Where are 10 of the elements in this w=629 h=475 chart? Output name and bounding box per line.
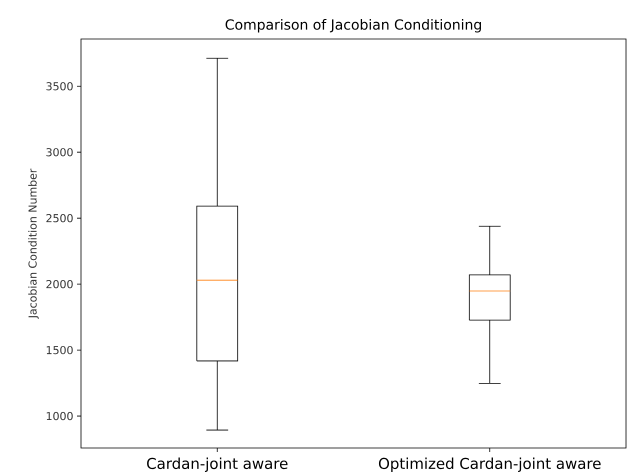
y-tick-label: 2000 — [46, 280, 73, 288]
y-tick-label: 1000 — [46, 412, 73, 420]
y-tick-label: 2500 — [46, 214, 73, 222]
y-tick-label: 3000 — [46, 148, 73, 156]
chart-title: Comparison of Jacobian Conditioning — [226, 19, 481, 33]
y-axis-title: Jacobian Condition Number — [28, 168, 39, 319]
x-tick-label: Optimized Cardan-joint aware — [378, 458, 601, 472]
y-tick-label: 1500 — [46, 346, 73, 354]
x-tick-label: Cardan-joint aware — [147, 458, 288, 472]
y-tick-label: 3500 — [46, 82, 73, 90]
